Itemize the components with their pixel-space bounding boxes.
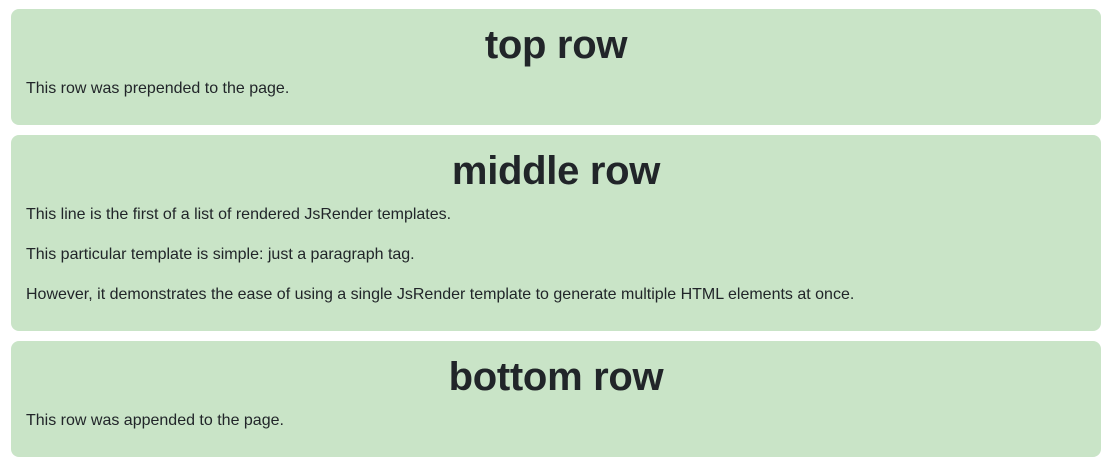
top-row-text: This row was prepended to the page.: [26, 80, 290, 97]
bottom-row-heading: bottom row: [448, 355, 664, 399]
top-row: top row This row was prepended to the pa…: [11, 9, 1101, 125]
rendered-template-list: This line is the first of a list of rend…: [26, 203, 1086, 307]
middle-row-heading: middle row: [451, 149, 661, 193]
template-paragraph: However, it demonstrates the ease of usi…: [26, 286, 855, 303]
bottom-row: bottom row This row was appended to the …: [11, 341, 1101, 457]
top-row-heading: top row: [484, 23, 628, 67]
middle-row: middle row This line is the first of a l…: [11, 135, 1101, 331]
template-paragraph: This line is the first of a list of rend…: [26, 206, 452, 223]
template-paragraph: This particular template is simple: just…: [26, 246, 415, 263]
bottom-row-text: This row was appended to the page.: [26, 412, 284, 429]
